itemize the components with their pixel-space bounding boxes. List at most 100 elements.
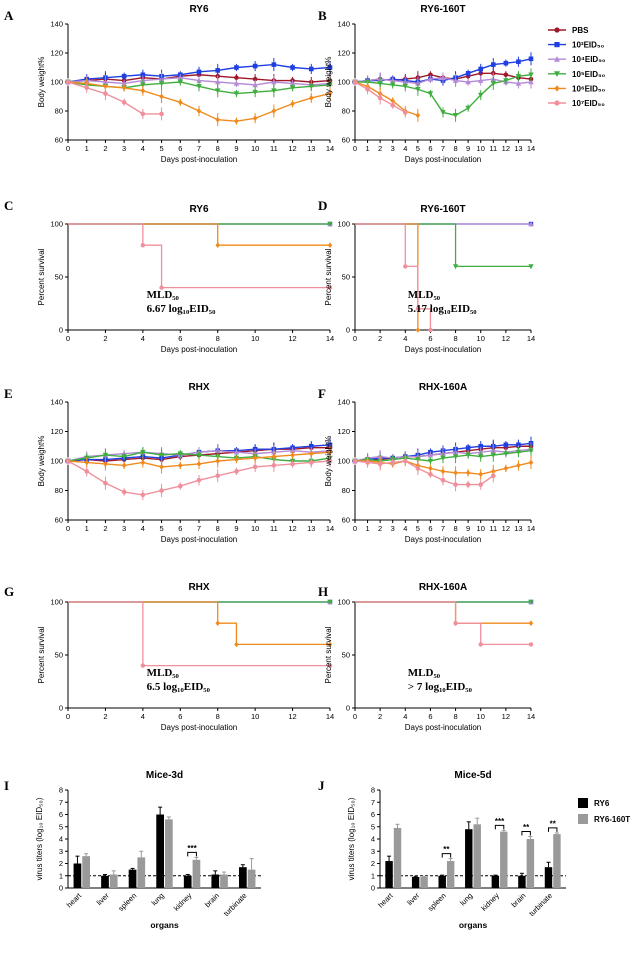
legend-titers: RY6 RY6-160T bbox=[578, 798, 630, 824]
data-point bbox=[84, 469, 90, 474]
data-point bbox=[140, 492, 146, 498]
data-point bbox=[159, 93, 164, 100]
event-marker bbox=[327, 641, 333, 648]
panel-letter: F bbox=[318, 386, 326, 401]
data-point bbox=[215, 79, 221, 85]
y-tick-label: 80 bbox=[55, 486, 63, 495]
legend-marker bbox=[554, 100, 560, 106]
x-tick-label: 12 bbox=[502, 334, 510, 343]
x-tick-label: 8 bbox=[216, 524, 220, 533]
data-point bbox=[528, 56, 534, 62]
panel-letter: C bbox=[4, 198, 13, 213]
data-point bbox=[308, 443, 314, 449]
y-tick-label: 60 bbox=[342, 516, 350, 525]
series-10⁷EID₅₀ bbox=[68, 223, 333, 290]
bar bbox=[238, 867, 247, 888]
y-tick-label: 0 bbox=[59, 326, 63, 335]
x-tick-label: 5 bbox=[159, 144, 163, 153]
event-marker bbox=[327, 599, 333, 605]
bar bbox=[192, 859, 201, 888]
y-tick-label: 100 bbox=[50, 457, 63, 466]
panel-letter: E bbox=[4, 386, 13, 401]
data-point bbox=[290, 65, 295, 70]
x-tick-label: 2 bbox=[103, 334, 107, 343]
data-point bbox=[289, 85, 296, 91]
series-10⁷EID₅₀ bbox=[65, 454, 333, 501]
x-tick-label: 10 bbox=[251, 712, 259, 721]
event-marker bbox=[415, 306, 421, 311]
y-tick-label: 100 bbox=[337, 598, 350, 607]
series-10⁷EID₅₀ bbox=[355, 223, 433, 333]
chart-title: RHX-160A bbox=[419, 582, 467, 593]
data-point bbox=[515, 449, 522, 456]
legend-marker bbox=[554, 56, 560, 62]
data-point bbox=[377, 95, 383, 101]
x-tick-label: 1 bbox=[85, 524, 89, 533]
data-point bbox=[196, 69, 202, 75]
series-10⁶EID₅₀ bbox=[68, 223, 333, 248]
x-tick-label: 9 bbox=[234, 524, 238, 533]
y-tick-label: 1 bbox=[59, 871, 63, 880]
data-point bbox=[503, 60, 509, 66]
y-tick-label: 100 bbox=[50, 220, 63, 229]
legend-label: RY6-160T bbox=[594, 815, 630, 824]
data-point bbox=[233, 80, 240, 86]
event-marker bbox=[528, 221, 534, 227]
data-point bbox=[196, 477, 202, 483]
bar bbox=[128, 869, 137, 888]
data-point bbox=[490, 81, 496, 87]
legend-marker bbox=[554, 85, 560, 92]
data-point bbox=[453, 482, 458, 487]
x-tick-label: 1 bbox=[365, 524, 369, 533]
y-axis-label: Body weight% bbox=[37, 57, 46, 108]
series-10⁶EID₅₀ bbox=[355, 223, 421, 333]
x-tick-label: 1 bbox=[365, 144, 369, 153]
y-tick-label: 4 bbox=[371, 835, 375, 844]
legend-label: RY6 bbox=[594, 799, 610, 808]
bar bbox=[465, 829, 473, 888]
mld-value: 5.17 log₁₀EID₅₀ bbox=[408, 303, 478, 315]
y-tick-label: 7 bbox=[59, 798, 63, 807]
chart-panel-C: C RY6 Percent survival 0 50 100 0 2 4 6 8 10 12 14 Day… bbox=[4, 198, 334, 354]
data-point bbox=[516, 462, 521, 469]
event-marker bbox=[453, 621, 458, 626]
y-axis-label: virus titers (log₁₀ EID₅₀) bbox=[35, 797, 44, 880]
data-point bbox=[234, 75, 239, 80]
data-point bbox=[233, 91, 240, 97]
data-point bbox=[271, 453, 277, 460]
data-point bbox=[271, 88, 277, 94]
data-point bbox=[440, 455, 446, 461]
data-point bbox=[440, 110, 446, 116]
significance-bracket bbox=[494, 824, 505, 830]
x-tick-label: 8 bbox=[453, 524, 457, 533]
bar bbox=[183, 875, 192, 888]
data-point bbox=[390, 460, 396, 465]
x-tick-label: turbinate bbox=[527, 891, 554, 918]
x-tick-label: 10 bbox=[477, 712, 485, 721]
x-tick-label: 5 bbox=[416, 144, 420, 153]
data-point bbox=[158, 452, 165, 458]
y-tick-label: 3 bbox=[59, 847, 63, 856]
x-tick-label: spleen bbox=[426, 891, 448, 913]
data-point bbox=[159, 111, 164, 117]
data-point bbox=[140, 72, 146, 78]
y-tick-label: 0 bbox=[59, 884, 63, 893]
data-point bbox=[308, 95, 314, 101]
x-tick-label: 12 bbox=[288, 144, 296, 153]
x-tick-label: turbinate bbox=[222, 891, 249, 918]
x-tick-label: 5 bbox=[159, 524, 163, 533]
y-tick-label: 60 bbox=[55, 516, 63, 525]
y-tick-label: 2 bbox=[371, 859, 375, 868]
data-point bbox=[289, 447, 296, 453]
y-axis-label: Percent survival bbox=[324, 248, 333, 305]
y-axis-label: virus titers (log₁₀ EID₅₀) bbox=[347, 797, 356, 880]
bar bbox=[109, 874, 118, 888]
event-marker bbox=[528, 599, 534, 605]
x-axis-label: organs bbox=[459, 920, 488, 930]
y-tick-label: 100 bbox=[337, 457, 350, 466]
series-10⁷EID₅₀ bbox=[68, 601, 333, 668]
x-tick-label: 14 bbox=[326, 712, 334, 721]
x-tick-label: liver bbox=[95, 891, 111, 907]
event-marker bbox=[528, 264, 534, 270]
data-point bbox=[528, 72, 534, 78]
